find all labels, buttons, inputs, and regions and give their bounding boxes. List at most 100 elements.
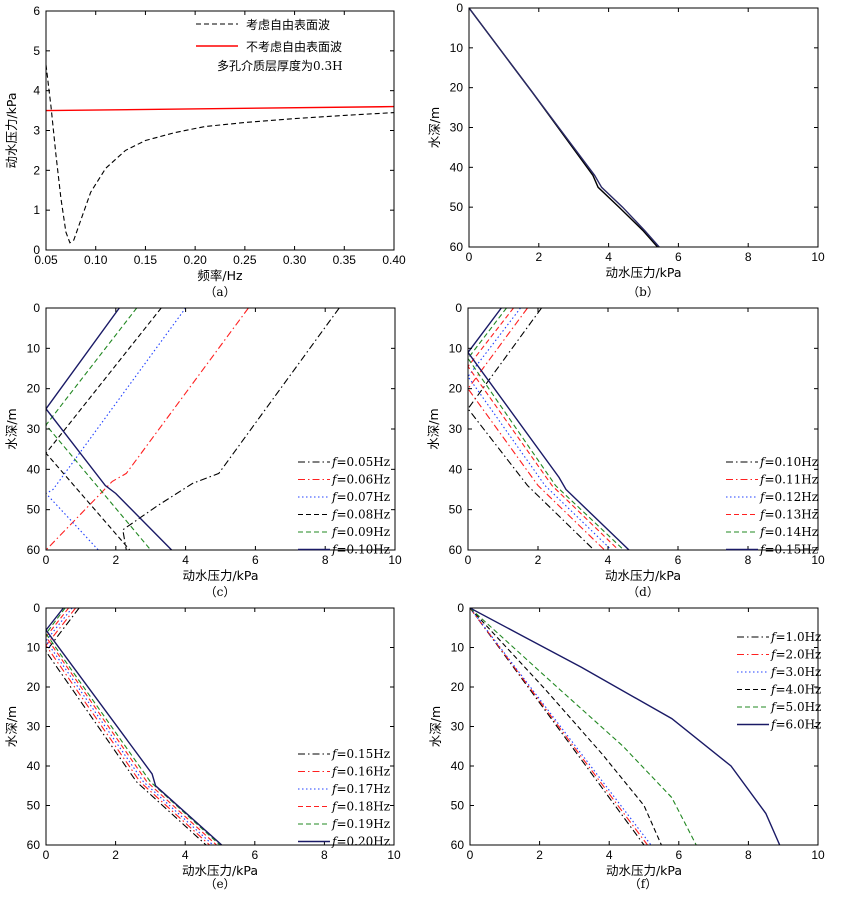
y-tick-label-b-2: 20	[450, 81, 464, 95]
x-tick-label-e-2: 4	[182, 848, 189, 862]
y-tick-label-a-5: 5	[33, 44, 40, 58]
x-tick-label-b-2: 4	[605, 250, 612, 264]
series-line-d-4	[468, 308, 625, 550]
y-axis-label-f: 水深/m	[428, 706, 443, 747]
y-tick-label-a-3: 3	[33, 124, 40, 138]
series-line-d-1	[468, 308, 605, 550]
panel-b: 0 2 4 6 8 10 0 10 20 30 40 50 60 动水压力/kPa 水深/m （b）	[427, 1, 825, 299]
x-tick-label-e-1: 2	[112, 848, 119, 862]
y-tick-label-c-4: 40	[27, 462, 41, 476]
panel-d: 0 2 4 6 8 10 0 10 20 30 40 50 60 动水压力/kPa 水深/m （d） f=0.1…	[426, 301, 825, 599]
plot-frame-b	[468, 7, 819, 248]
panel-c: 0 2 4 6 8 10 0 10 20 30 40 50 60 动水压力/kPa 水深/m （c） f=0.0…	[4, 301, 402, 599]
y-tick-label-d-3: 30	[449, 422, 463, 436]
y-axis-label-c: 水深/m	[4, 408, 19, 449]
panel-caption-c: （c）	[205, 585, 236, 599]
series-line-a-0	[46, 64, 394, 244]
y-tick-label-e-1: 10	[27, 641, 41, 655]
y-tick-label-e-2: 20	[27, 680, 41, 694]
y-tick-label-f-4: 40	[451, 759, 465, 773]
y-tick-label-e-5: 50	[27, 799, 41, 813]
x-tick-label-a-7: 0.40	[382, 253, 406, 267]
series-line-c-3	[46, 308, 162, 550]
legend-label-f-5: f=6.0Hz	[770, 718, 821, 732]
legend-label-f-3: f=4.0Hz	[770, 683, 821, 697]
x-tick-label-c-3: 6	[252, 553, 259, 567]
annotation-a: 多孔介质层厚度为0.3H	[217, 58, 343, 73]
legend-label-c-5: f=0.10Hz	[331, 543, 390, 557]
series-line-f-5	[470, 608, 781, 845]
x-tick-label-c-2: 4	[182, 553, 189, 567]
y-tick-label-d-2: 20	[449, 382, 463, 396]
x-tick-label-f-4: 8	[745, 848, 752, 862]
plot-frame-f	[469, 607, 819, 846]
series-line-c-1	[46, 308, 249, 550]
y-tick-label-d-6: 60	[449, 543, 463, 557]
series-line-e-3	[46, 608, 217, 845]
y-tick-label-b-0: 0	[456, 1, 463, 15]
x-tick-label-c-5: 10	[388, 553, 402, 567]
x-tick-label-b-4: 8	[745, 250, 752, 264]
y-tick-label-e-3: 30	[27, 720, 41, 734]
x-tick-label-b-5: 10	[811, 250, 825, 264]
series-line-e-0	[46, 608, 207, 845]
legend-label-c-0: f=0.05Hz	[331, 455, 390, 469]
series-line-c-4	[46, 308, 152, 550]
y-tick-label-d-5: 50	[449, 503, 463, 517]
x-tick-label-a-6: 0.35	[333, 253, 357, 267]
legend-label-d-1: f=0.11Hz	[759, 473, 818, 487]
y-tick-label-a-1: 1	[33, 203, 40, 217]
x-axis-label-c: 动水压力/kPa	[182, 568, 258, 583]
legend-label-d-5: f=0.15Hz	[759, 543, 818, 557]
x-tick-label-f-5: 10	[811, 848, 825, 862]
x-tick-label-f-2: 4	[606, 848, 613, 862]
x-axis-label-d: 动水压力/kPa	[605, 568, 681, 583]
x-tick-label-a-3: 0.20	[183, 253, 207, 267]
series-line-d-5	[468, 308, 630, 550]
legend-label-c-2: f=0.07Hz	[331, 490, 390, 504]
x-tick-label-a-5: 0.30	[283, 253, 307, 267]
series-line-c-2	[46, 308, 187, 550]
x-tick-label-e-5: 10	[387, 848, 401, 862]
legend-label-e-0: f=0.15Hz	[331, 747, 390, 761]
x-tick-label-b-0: 0	[466, 250, 473, 264]
legend-label-d-3: f=0.13Hz	[759, 508, 818, 522]
series-line-e-1	[46, 608, 210, 845]
legend-label-c-3: f=0.08Hz	[331, 508, 390, 522]
legend-label-e-4: f=0.19Hz	[331, 817, 390, 831]
legend-label-f-0: f=1.0Hz	[770, 630, 821, 644]
y-axis-label-b: 水深/m	[427, 107, 442, 148]
y-tick-label-d-0: 0	[455, 301, 462, 315]
legend-label-f-2: f=3.0Hz	[770, 665, 821, 679]
legend-label-e-2: f=0.17Hz	[331, 782, 390, 796]
y-tick-label-b-1: 10	[450, 41, 464, 55]
y-tick-label-d-1: 10	[449, 341, 463, 355]
y-tick-label-f-2: 20	[451, 680, 465, 694]
y-tick-label-a-6: 6	[33, 4, 40, 18]
panel-caption-b: （b）	[627, 285, 659, 299]
legend-label-c-1: f=0.06Hz	[331, 473, 390, 487]
y-tick-label-f-5: 50	[451, 799, 465, 813]
series-line-e-5	[46, 608, 223, 845]
panel-caption-a: （a）	[204, 285, 235, 299]
series-line-b-0	[469, 8, 659, 247]
y-axis-label-a: 动水压力/kPa	[4, 92, 19, 168]
x-tick-label-d-4: 8	[745, 553, 752, 567]
series-line-d-3	[468, 308, 619, 550]
x-axis-label-a: 频率/Hz	[197, 268, 243, 283]
legend-label-d-0: f=0.10Hz	[759, 455, 818, 469]
series-line-d-2	[468, 308, 612, 550]
x-tick-label-f-1: 2	[536, 848, 543, 862]
y-tick-label-b-5: 50	[450, 200, 464, 214]
y-tick-label-d-4: 40	[449, 462, 463, 476]
x-tick-label-a-4: 0.25	[233, 253, 257, 267]
series-line-b-1	[469, 8, 660, 247]
x-tick-label-a-2: 0.15	[134, 253, 158, 267]
y-tick-label-e-0: 0	[33, 601, 40, 615]
x-tick-label-c-1: 2	[112, 553, 119, 567]
y-tick-label-e-4: 40	[27, 759, 41, 773]
x-tick-label-e-4: 8	[321, 848, 328, 862]
panel-caption-f: （f）	[629, 877, 657, 891]
legend-label-e-5: f=0.20Hz	[331, 835, 390, 849]
